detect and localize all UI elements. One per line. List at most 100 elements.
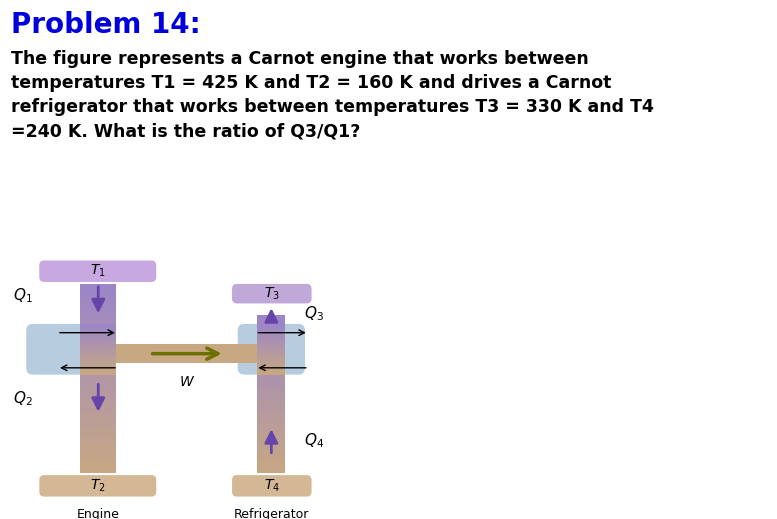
Bar	[257, 361, 285, 362]
Bar	[81, 339, 116, 340]
Bar	[257, 355, 285, 357]
Bar	[257, 426, 285, 429]
Bar	[257, 448, 285, 451]
FancyBboxPatch shape	[238, 324, 305, 375]
Bar	[81, 356, 116, 358]
Text: $Q_4$: $Q_4$	[304, 432, 324, 450]
Bar	[81, 439, 116, 443]
Bar	[81, 310, 116, 314]
Bar	[257, 359, 285, 360]
Bar	[257, 332, 285, 333]
Bar	[81, 331, 116, 332]
Bar	[257, 330, 285, 331]
Bar	[257, 339, 285, 340]
Bar	[81, 343, 116, 344]
Bar	[81, 340, 116, 341]
Bar	[257, 328, 285, 329]
Bar	[81, 371, 116, 375]
Bar	[81, 360, 116, 361]
Bar	[81, 348, 116, 349]
Bar	[81, 363, 116, 367]
Bar	[81, 361, 116, 362]
Bar	[81, 371, 116, 372]
Bar	[257, 315, 285, 318]
Bar	[257, 349, 285, 350]
Bar	[81, 366, 116, 367]
Bar	[81, 341, 116, 342]
Bar	[257, 403, 285, 407]
Text: The figure represents a Carnot engine that works between
temperatures T1 = 425 K: The figure represents a Carnot engine th…	[11, 50, 654, 141]
Bar	[81, 354, 116, 356]
Text: Refrigerator: Refrigerator	[234, 508, 309, 519]
Bar	[257, 336, 285, 337]
Bar	[257, 335, 285, 336]
Bar	[81, 428, 116, 431]
Bar	[81, 367, 116, 371]
Text: $W$: $W$	[179, 375, 195, 389]
Bar	[81, 431, 116, 435]
Bar	[81, 450, 116, 454]
Bar	[257, 356, 285, 358]
Bar	[81, 346, 116, 347]
Bar	[257, 397, 285, 401]
Bar	[257, 429, 285, 432]
FancyBboxPatch shape	[26, 324, 87, 375]
Bar	[257, 331, 285, 332]
Bar	[81, 364, 116, 365]
Bar	[81, 336, 116, 337]
Bar	[257, 362, 285, 363]
Bar	[81, 329, 116, 333]
Bar	[81, 291, 116, 295]
Bar	[81, 420, 116, 424]
Bar	[257, 463, 285, 467]
Bar	[257, 467, 285, 470]
Bar	[257, 338, 285, 339]
Bar	[257, 318, 285, 321]
Bar	[81, 373, 116, 374]
Bar	[81, 328, 116, 329]
Bar	[257, 372, 285, 373]
Bar	[81, 350, 116, 351]
Bar	[81, 325, 116, 330]
Bar	[81, 327, 116, 328]
Bar	[81, 334, 116, 335]
Bar	[81, 332, 116, 333]
Bar	[257, 337, 285, 340]
Bar	[81, 352, 116, 356]
Bar	[257, 326, 285, 327]
Bar	[81, 359, 116, 360]
Bar	[257, 340, 285, 341]
Bar	[81, 424, 116, 428]
Bar	[257, 331, 285, 334]
Bar	[257, 432, 285, 435]
Bar	[81, 416, 116, 420]
Bar	[81, 386, 116, 390]
Bar	[257, 354, 285, 356]
Text: $T_3$: $T_3$	[264, 285, 280, 302]
Bar	[257, 438, 285, 442]
Bar	[81, 458, 116, 462]
Bar	[257, 370, 285, 371]
Bar	[257, 363, 285, 364]
Bar	[81, 353, 116, 354]
Bar	[81, 363, 116, 364]
Bar	[257, 368, 285, 372]
Bar	[257, 362, 285, 366]
Bar	[81, 337, 116, 338]
Bar	[257, 388, 285, 391]
FancyBboxPatch shape	[232, 284, 312, 304]
Text: $Q_3$: $Q_3$	[304, 304, 324, 322]
Bar	[257, 365, 285, 369]
Bar	[81, 393, 116, 398]
Bar	[81, 299, 116, 303]
Bar	[257, 324, 285, 328]
Bar	[257, 373, 285, 374]
Bar	[257, 378, 285, 381]
Text: $Q_1$: $Q_1$	[13, 286, 33, 305]
Bar	[257, 368, 285, 370]
Bar	[81, 295, 116, 299]
Bar	[257, 348, 285, 349]
Bar	[257, 340, 285, 344]
Bar	[257, 441, 285, 445]
Bar	[81, 370, 116, 371]
